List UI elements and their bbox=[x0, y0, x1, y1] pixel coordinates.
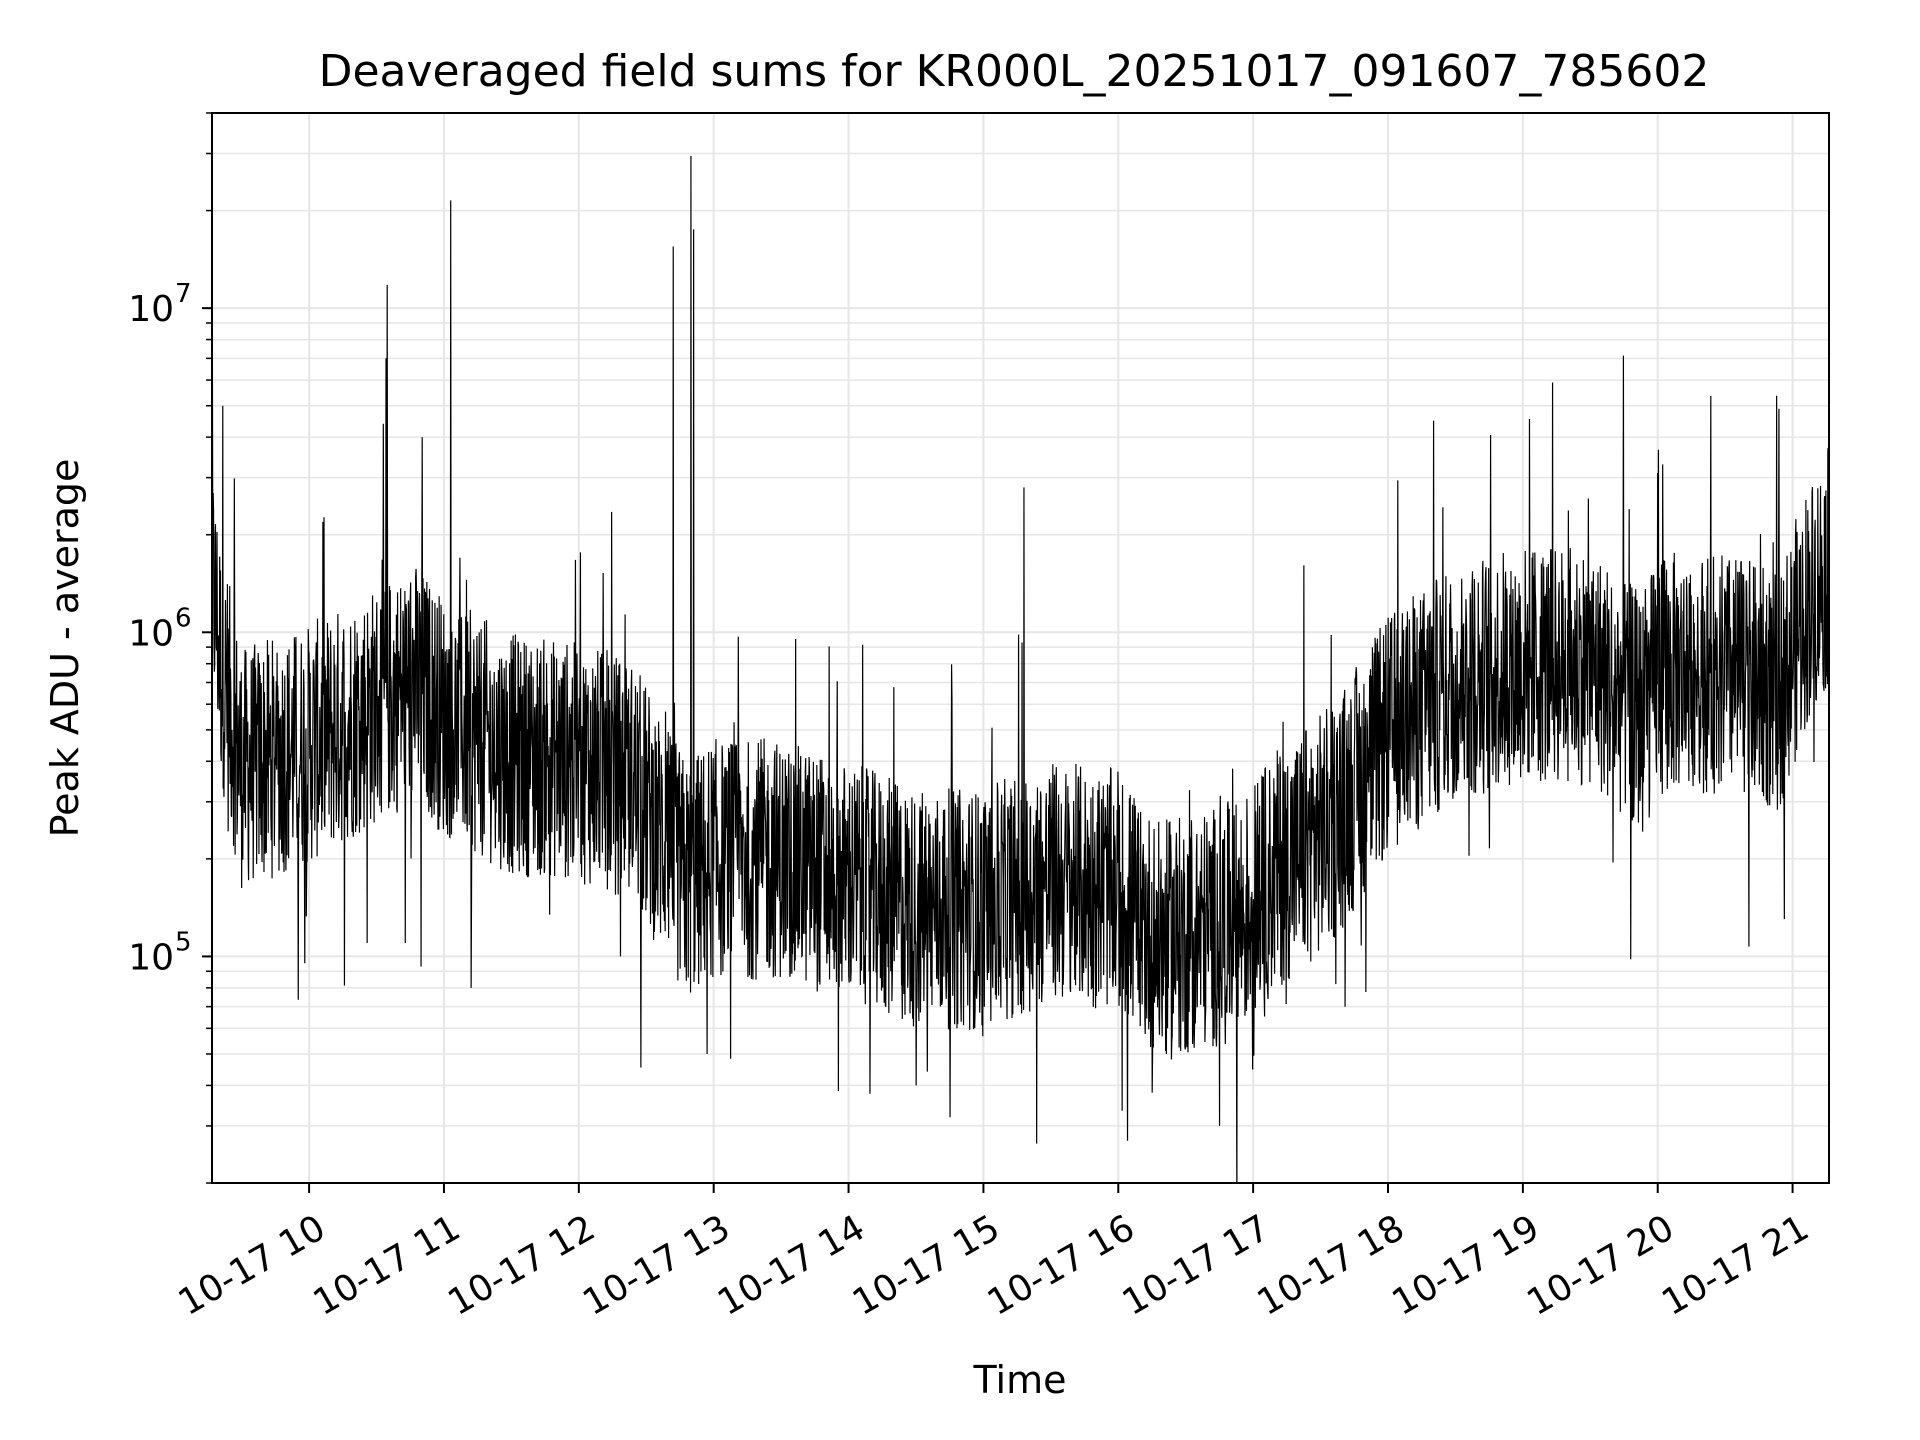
y-axis-label: Peak ADU - average bbox=[43, 459, 87, 838]
x-axis-label: Time bbox=[973, 1358, 1067, 1402]
y-tick-label: 10 bbox=[128, 613, 174, 654]
y-tick-exponent: 6 bbox=[175, 603, 192, 633]
y-tick-exponent: 7 bbox=[175, 279, 192, 309]
y-tick-label: 10 bbox=[128, 937, 174, 978]
y-tick-exponent: 5 bbox=[175, 927, 192, 957]
plot-area-frame bbox=[211, 112, 1830, 1184]
chart-title: Deaveraged field sums for KR000L_2025101… bbox=[319, 46, 1710, 97]
y-tick-label: 10 bbox=[128, 289, 174, 330]
data-series-line bbox=[212, 155, 1829, 1183]
